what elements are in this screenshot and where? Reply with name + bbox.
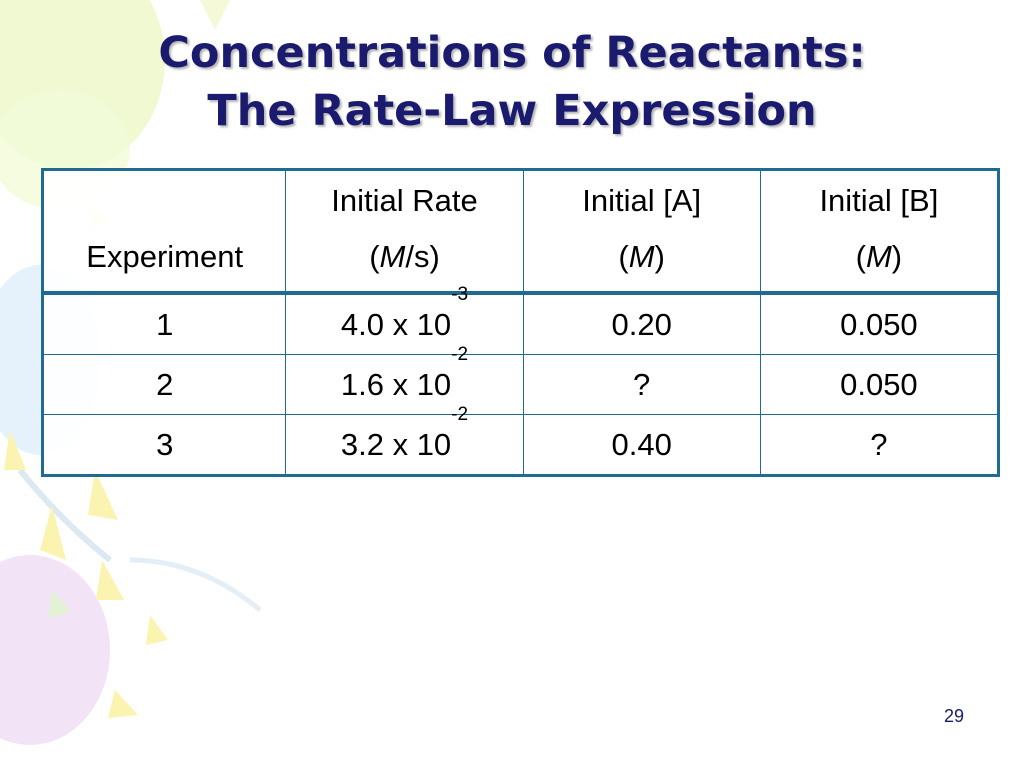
title-line-1: Concentrations of Reactants: [158,28,866,78]
cell-initial-rate: 4.0 x 10-3 [285,285,524,355]
cell-initial-rate: 3.2 x 10-2 [285,405,524,476]
header-initial-rate-unit: (M/s) [369,239,440,274]
cell-initial-b: 0.050 [759,292,1000,355]
page-number: 29 [943,706,964,726]
confetti-shape [88,470,118,520]
table-header-row: Experiment Initial Rate (M/s) Initial [A… [41,169,1000,295]
confetti-shape [96,560,124,600]
balloon-string [17,468,112,563]
header-initial-b: Initial [B] (M) [759,169,1000,295]
cell-initial-a: 0.40 [522,414,761,476]
title-line-2: The Rate-Law Expression [207,86,817,136]
header-experiment: Experiment [41,169,287,295]
confetti-shape [4,430,26,470]
cell-initial-b: ? [759,414,1000,476]
confetti-shape [200,0,230,30]
cell-experiment: 1 [41,292,287,355]
cell-experiment: 3 [41,414,287,476]
header-initial-a-unit: (M) [618,239,665,274]
table-row: 2 1.6 x 10-2 ? 0.050 [41,345,1000,415]
header-initial-a: Initial [A] (M) [522,169,761,295]
table-row: 1 4.0 x 10-3 0.20 0.050 [41,285,1000,355]
table-row: 3 3.2 x 10-2 0.40 ? [41,405,1000,476]
rate-data-table: Experiment Initial Rate (M/s) Initial [A… [41,168,1000,477]
confetti-shape [146,615,168,645]
cell-experiment: 2 [41,354,287,415]
cell-initial-a: 0.20 [522,292,761,355]
cell-initial-b: 0.050 [759,354,1000,415]
header-experiment-label: Experiment [86,239,244,274]
cell-initial-a: ? [522,354,761,415]
confetti-shape [108,690,138,718]
confetti-shape [40,505,66,560]
confetti-shape [48,590,72,618]
header-initial-b-unit: (M) [855,239,903,274]
header-initial-rate: Initial Rate (M/s) [285,169,524,295]
header-initial-b-label: Initial [B] [819,183,939,218]
header-initial-a-label: Initial [A] [582,183,702,218]
slide-title: Concentrations of Reactants: The Rate-La… [0,24,1024,140]
balloon-purple-shape [0,555,110,745]
header-initial-rate-label: Initial Rate [331,183,478,218]
cell-initial-rate: 1.6 x 10-2 [285,345,524,415]
balloon-string [129,557,262,612]
